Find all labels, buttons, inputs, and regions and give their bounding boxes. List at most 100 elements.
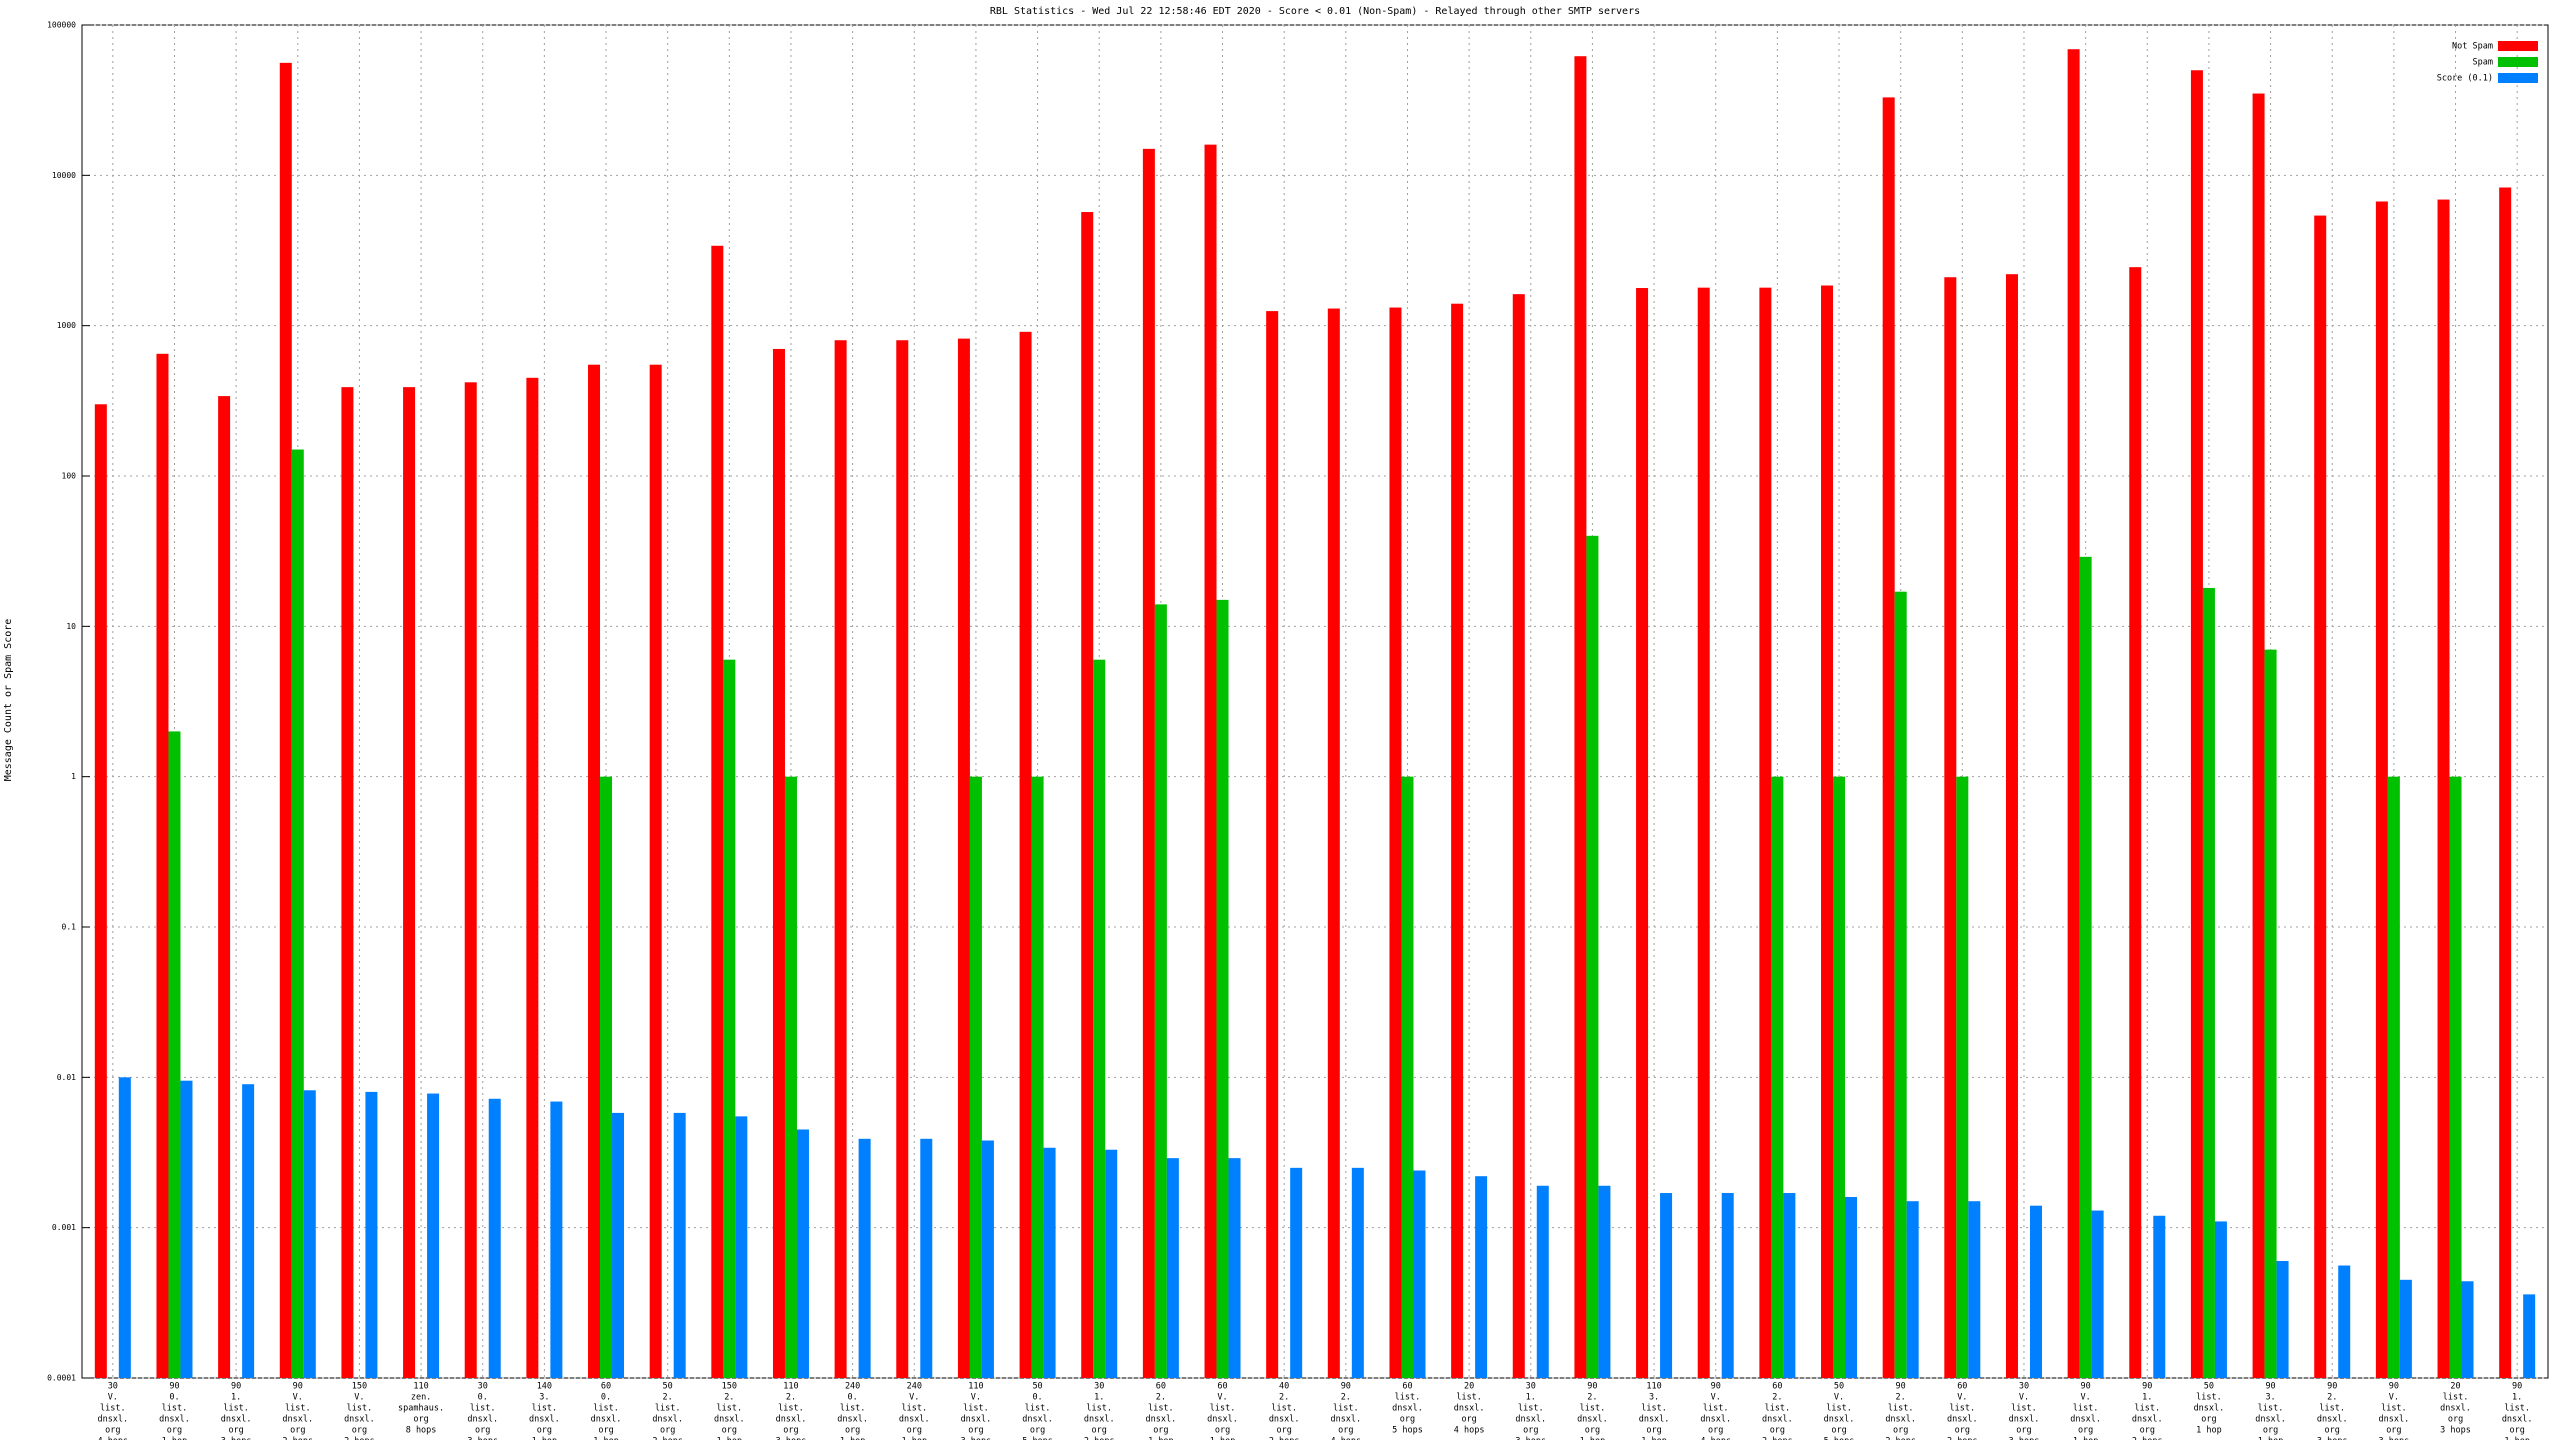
x-tick-label: dnsxl. (1269, 1415, 1300, 1425)
bar (957, 338, 970, 1379)
bar (673, 1112, 686, 1378)
bar (1413, 1170, 1426, 1378)
y-tick-label: 100 (62, 472, 77, 481)
x-tick-label: list. (2504, 1404, 2530, 1414)
x-tick-label: V. (2389, 1393, 2399, 1403)
bar (1944, 277, 1957, 1379)
x-tick-label: V. (2081, 1393, 2091, 1403)
bar (2005, 274, 2018, 1379)
x-tick-label: org (1276, 1426, 1291, 1436)
x-tick-label: 2. (663, 1393, 673, 1403)
bar (2437, 199, 2450, 1378)
x-tick-label: 90 (2512, 1382, 2522, 1392)
x-tick-label: 150 (352, 1382, 367, 1392)
x-tick-label: 1 hop (901, 1437, 927, 1441)
bar (279, 62, 292, 1379)
x-tick-label: 3 hops (2440, 1426, 2471, 1436)
x-tick-label: 1 hop (840, 1437, 866, 1441)
x-tick-label: 5 hops (1022, 1437, 1053, 1441)
x-tick-label: dnsxl. (344, 1415, 375, 1425)
x-tick-label: V. (909, 1393, 919, 1403)
y-tick-label: 1000 (57, 321, 76, 330)
bar (1968, 1201, 1981, 1378)
x-tick-label: 2 hops (1084, 1437, 1115, 1441)
x-tick-label: org (2509, 1426, 2524, 1436)
x-tick-label: dnsxl. (221, 1415, 252, 1425)
x-tick-label: dnsxl. (2255, 1415, 2286, 1425)
bar (488, 1098, 501, 1378)
y-tick-label: 0.001 (52, 1223, 76, 1232)
x-tick-label: 2. (1279, 1393, 1289, 1403)
bar (2029, 1205, 2042, 1378)
x-tick-label: dnsxl. (1700, 1415, 1731, 1425)
x-tick-label: 1. (231, 1393, 241, 1403)
x-tick-label: 110 (968, 1382, 983, 1392)
x-tick-label: 50 (2204, 1382, 2214, 1392)
x-tick-label: org (1215, 1426, 1230, 1436)
bar (1389, 307, 1402, 1378)
bar (1266, 311, 1279, 1378)
x-tick-label: 90 (1341, 1382, 1351, 1392)
x-tick-label: 90 (2081, 1382, 2091, 1392)
bar (1401, 776, 1414, 1378)
x-tick-label: 1 hop (1210, 1437, 1236, 1441)
x-tick-label: 30 (1526, 1382, 1536, 1392)
x-tick-label: 150 (722, 1382, 737, 1392)
x-tick-label: org (1400, 1415, 1415, 1425)
x-tick-label: 0. (1032, 1393, 1042, 1403)
bar (94, 404, 107, 1378)
x-tick-label: 3 hops (776, 1437, 807, 1441)
bar (168, 731, 181, 1378)
bar (2129, 267, 2142, 1379)
bar (1636, 288, 1649, 1378)
x-tick-label: 4 hops (1700, 1437, 1731, 1441)
x-tick-label: V. (1834, 1393, 1844, 1403)
bar (1821, 285, 1834, 1379)
x-tick-label: org (1523, 1426, 1538, 1436)
x-tick-label: V. (1711, 1393, 1721, 1403)
y-tick-label: 10 (66, 622, 76, 631)
x-tick-label: 3 hops (1515, 1437, 1546, 1441)
x-tick-label: 2 hops (1269, 1437, 1300, 1441)
bar (2314, 215, 2327, 1378)
x-tick-label: 90 (231, 1382, 241, 1392)
x-tick-label: 110 (413, 1382, 428, 1392)
x-tick-label: 4 hops (1330, 1437, 1361, 1441)
x-tick-label: list. (655, 1404, 681, 1414)
bar (218, 396, 231, 1378)
x-tick-label: list. (1456, 1393, 1482, 1403)
plot-frame (81, 24, 2549, 1379)
x-tick-label: 240 (907, 1382, 922, 1392)
x-tick-label: 1 hop (1580, 1437, 1606, 1441)
x-tick-label: list. (778, 1404, 804, 1414)
bar (2499, 187, 2512, 1379)
bar (1142, 148, 1155, 1378)
x-tick-label: dnsxl. (2440, 1404, 2471, 1414)
x-tick-label: list. (2134, 1404, 2160, 1414)
bar (772, 348, 785, 1378)
y-tick-label: 100000 (47, 21, 76, 30)
x-tick-label: V. (971, 1393, 981, 1403)
x-tick-label: org (1708, 1426, 1723, 1436)
x-tick-label: 60 (1156, 1382, 1166, 1392)
x-tick-label: org (598, 1426, 613, 1436)
legend-label: Not Spam (2452, 42, 2493, 52)
bar (1882, 97, 1895, 1378)
x-tick-label: list. (347, 1404, 373, 1414)
bar (341, 387, 354, 1378)
x-tick-label: dnsxl. (1885, 1415, 1916, 1425)
x-tick-label: spamhaus. (398, 1404, 444, 1414)
x-tick-label: 60 (601, 1382, 611, 1392)
bar (2449, 776, 2462, 1378)
bar (1845, 1196, 1858, 1378)
x-tick-label: org (2325, 1426, 2340, 1436)
x-tick-label: 2. (1341, 1393, 1351, 1403)
x-tick-label: 90 (2142, 1382, 2152, 1392)
x-tick-label: 2 hops (2132, 1437, 2163, 1441)
x-tick-label: 60 (1772, 1382, 1782, 1392)
x-tick-label: 2 hops (344, 1437, 375, 1441)
x-tick-label: 3. (2265, 1393, 2275, 1403)
legend-swatch (2498, 73, 2538, 83)
x-tick-label: org (1338, 1426, 1353, 1436)
bar (1598, 1185, 1611, 1378)
